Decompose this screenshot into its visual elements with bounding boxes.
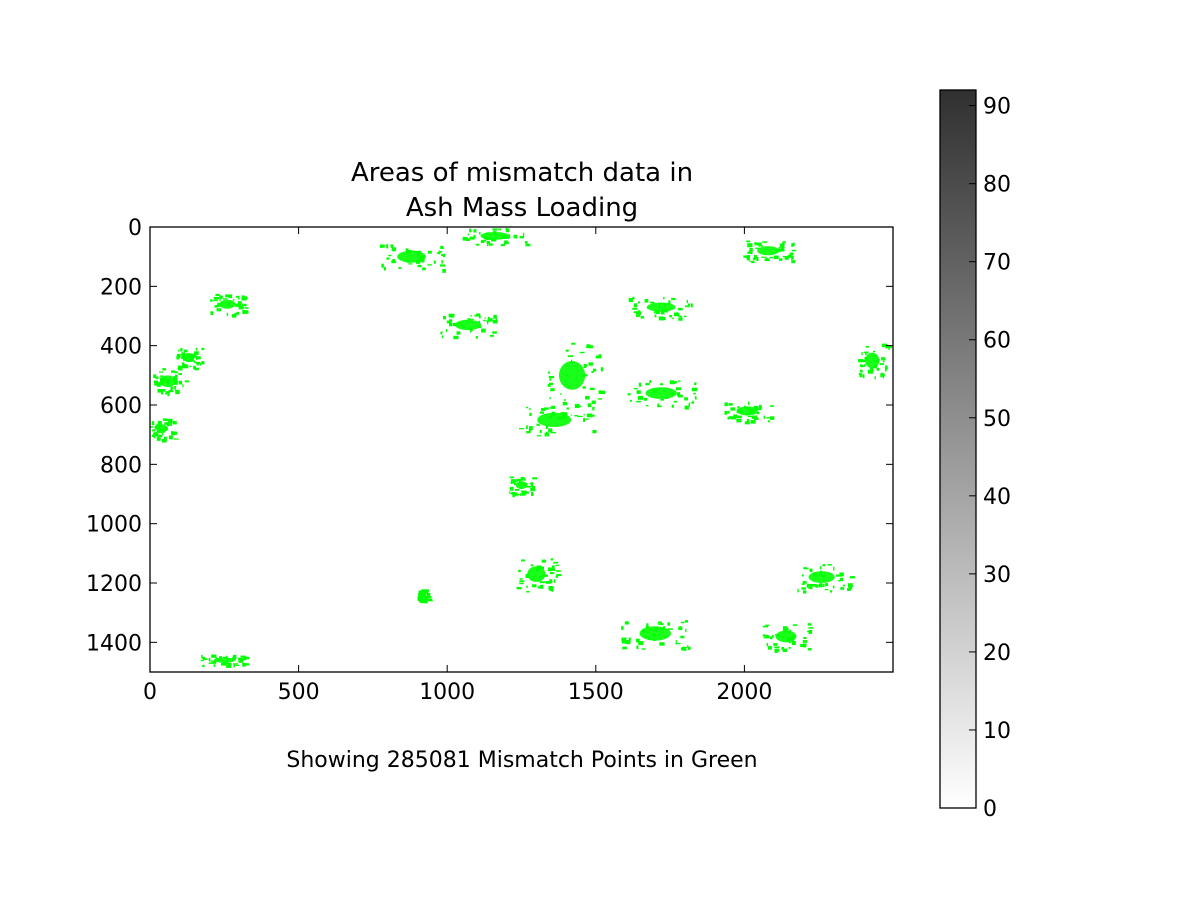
mismatch-cluster <box>628 296 693 321</box>
colorbar-gradient <box>940 90 976 808</box>
mismatch-cluster <box>176 347 205 371</box>
y-tick-label: 1200 <box>86 572 142 597</box>
colorbar-tick-label: 80 <box>983 173 1011 198</box>
mismatch-cluster <box>621 620 691 651</box>
colorbar-tick-label: 10 <box>983 719 1011 744</box>
mismatch-cluster <box>379 244 446 273</box>
mismatch-cluster <box>440 313 498 340</box>
colorbar-ticks: 0 10 20 30 40 50 60 70 80 90 <box>969 95 1011 822</box>
x-tick-label: 1000 <box>419 680 475 705</box>
colorbar-tick-label: 0 <box>983 797 997 822</box>
mismatch-cluster <box>516 558 562 593</box>
y-tick-label: 1400 <box>86 631 142 656</box>
mismatch-cluster <box>762 623 814 653</box>
mismatch-cluster <box>547 342 606 411</box>
y-tick-label: 0 <box>128 216 142 241</box>
mismatch-cluster <box>627 380 698 410</box>
y-tick-label: 400 <box>100 335 142 360</box>
x-tick-label: 2000 <box>716 680 772 705</box>
mismatch-cluster <box>462 227 531 247</box>
colorbar-tick-label: 20 <box>983 641 1011 666</box>
mismatch-cluster <box>858 343 892 380</box>
mismatch-cluster <box>508 476 538 498</box>
mismatch-cluster <box>150 418 179 443</box>
chart-title-line-2: Ash Mass Loading <box>406 193 638 223</box>
mismatch-layer <box>150 227 892 668</box>
mismatch-cluster <box>797 564 855 594</box>
mismatch-cluster <box>153 368 190 397</box>
y-tick-label: 1000 <box>86 513 142 538</box>
colorbar-tick-label: 50 <box>983 407 1011 432</box>
x-tick-label: 1500 <box>568 680 624 705</box>
chart-title-line-1: Areas of mismatch data in <box>351 158 693 188</box>
mismatch-cluster <box>724 401 775 425</box>
x-tick-label: 500 <box>278 680 320 705</box>
y-tick-label: 800 <box>100 453 142 478</box>
colorbar-frame <box>939 89 977 809</box>
mismatch-cluster <box>743 240 797 264</box>
colorbar-tick-label: 70 <box>983 251 1011 276</box>
colorbar-tick-label: 30 <box>983 563 1011 588</box>
x-tick-label: 0 <box>143 680 157 705</box>
mismatch-cluster <box>519 403 597 437</box>
mismatch-cluster <box>200 654 250 668</box>
colorbar-tick-label: 90 <box>983 95 1011 120</box>
x-axis-label: Showing 285081 Mismatch Points in Green <box>286 748 757 773</box>
plot-frame <box>149 226 894 673</box>
colorbar-tick-label: 40 <box>983 485 1011 510</box>
x-axis: 0 500 1000 1500 2000 <box>143 227 772 705</box>
y-axis: 0 200 400 600 800 1000 1200 1400 <box>86 216 893 656</box>
mismatch-cluster <box>417 589 433 604</box>
mismatch-cluster <box>210 293 249 318</box>
colorbar-tick-label: 60 <box>983 329 1011 354</box>
y-tick-label: 200 <box>100 275 142 300</box>
plot-area <box>150 227 893 672</box>
y-tick-label: 600 <box>100 394 142 419</box>
